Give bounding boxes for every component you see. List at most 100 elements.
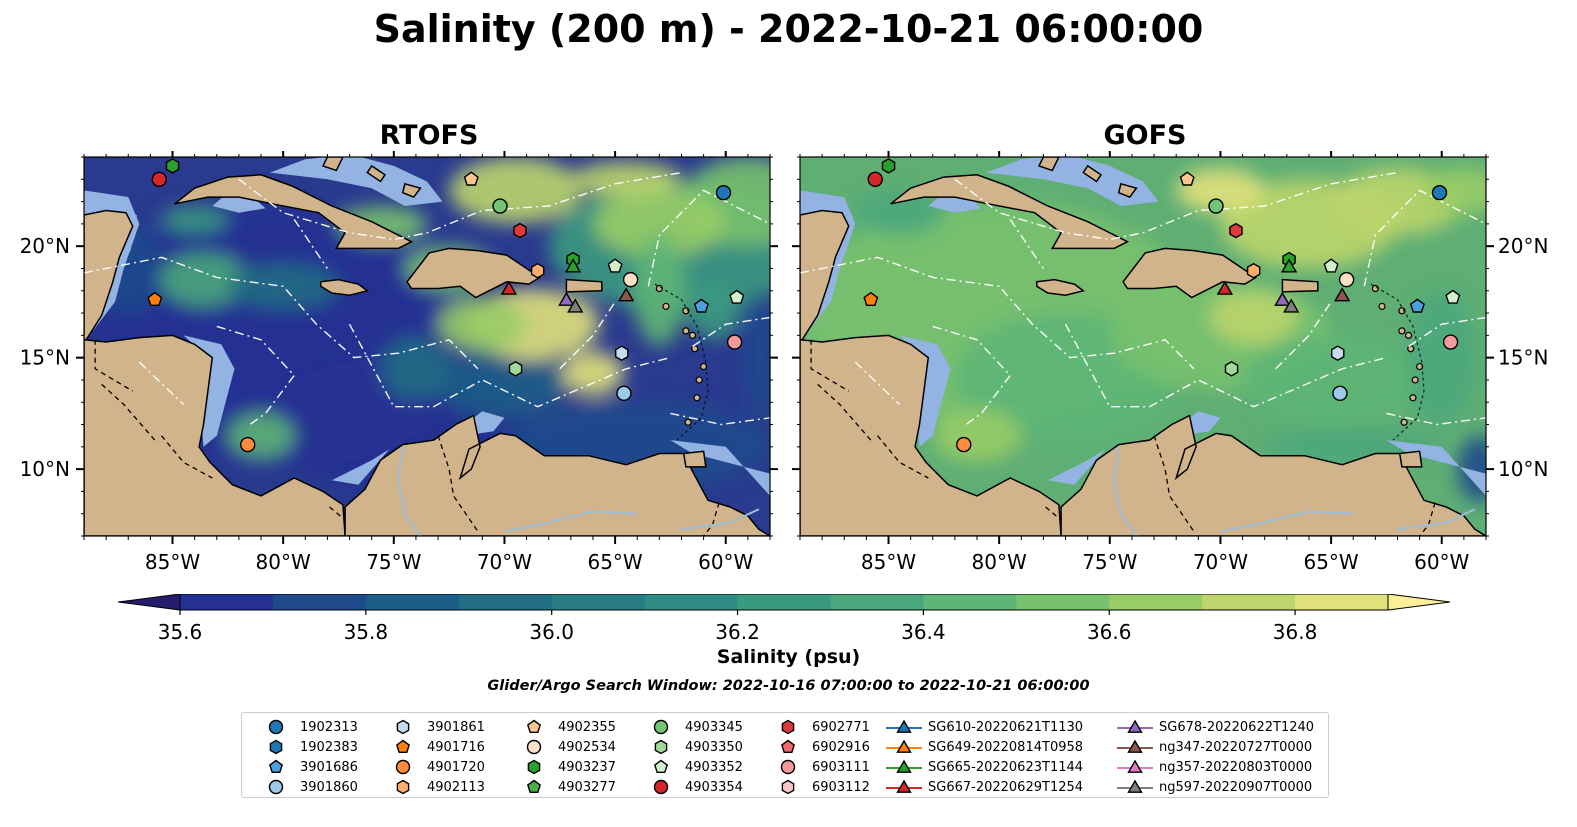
platform-4903354[interactable]: [867, 171, 883, 187]
y-tick-label: 10°N: [20, 457, 70, 481]
platform-4902113[interactable]: [1246, 262, 1261, 279]
shelf-area: [331, 449, 390, 485]
platform-4902355[interactable]: [463, 171, 479, 186]
hexagon-marker-icon: [654, 739, 668, 755]
x-tick-label: 60°W: [698, 550, 753, 574]
platform-4903237[interactable]: [165, 158, 180, 174]
triangle-marker-icon: [886, 759, 922, 773]
hexagon-marker-icon: [781, 719, 795, 735]
platform-4903350[interactable]: [1224, 360, 1239, 377]
platform-4903237[interactable]: [881, 158, 896, 174]
platform-3901686[interactable]: [1409, 298, 1425, 313]
legend-item: SG610-20220621T1130: [884, 717, 1083, 737]
colorbar-segment: [830, 594, 924, 610]
land-bahamas1: [321, 157, 344, 172]
x-tick-label: 60°W: [1414, 550, 1469, 574]
platform-ng347-20220727T0000[interactable]: [617, 287, 635, 302]
y-tick-label: 15°N: [20, 346, 70, 370]
legend-column: 4903345 4903350 4903352 4903354: [641, 717, 743, 797]
platform-4902534[interactable]: [1338, 271, 1355, 288]
country-border: [437, 435, 479, 532]
platform-SG667-20220629T1254[interactable]: [1216, 280, 1234, 295]
platform-ng347-20220727T0000[interactable]: [1333, 287, 1351, 302]
platform-4902113[interactable]: [530, 262, 545, 279]
eez-boundary: [647, 189, 770, 287]
river: [1220, 510, 1354, 533]
pentagon-marker-icon: [653, 759, 669, 774]
platform-4903352[interactable]: [729, 289, 745, 304]
platform-3901861[interactable]: [1330, 345, 1345, 362]
platform-4903352[interactable]: [1323, 258, 1339, 273]
legend-item: 6903112: [768, 777, 870, 797]
land-puertoRico: [565, 278, 603, 293]
platform-4903354[interactable]: [151, 171, 167, 187]
map-figure: 85°W 80°W 75°W 70°W 65°W 60°W 20°N 15°N 10°N 85°…: [20, 151, 1548, 574]
platform-SG665-20220623T1144[interactable]: [1280, 258, 1298, 273]
legend-label: 6903112: [812, 779, 870, 795]
platform-4901720[interactable]: [240, 436, 256, 453]
platform-4903345[interactable]: [1208, 198, 1224, 214]
legend-label: 1902383: [300, 739, 358, 755]
platform-4902355[interactable]: [1179, 171, 1195, 186]
legend-label: SG665-20220623T1144: [928, 759, 1084, 775]
platform-1902313[interactable]: [1431, 184, 1448, 201]
colorbar-frame: [179, 594, 1389, 611]
shelf-area: [269, 157, 443, 206]
platform-3901686[interactable]: [693, 298, 709, 313]
triangle-marker-icon: [1117, 759, 1153, 773]
legend-item: 4903354: [641, 777, 743, 797]
gofs-map-panel: 85°W 80°W 75°W 70°W 65°W 60°W 20°N 15°N 10°N: [792, 151, 1548, 574]
eez-boundary: [800, 256, 1195, 370]
country-border: [817, 383, 872, 441]
country-border: [1153, 435, 1195, 532]
circle-marker-icon: [268, 779, 284, 795]
platform-3901861[interactable]: [615, 345, 629, 362]
land-puertoRico: [1281, 278, 1319, 293]
platform-SG665-20220623T1144[interactable]: [564, 258, 582, 273]
platform-4903352[interactable]: [1445, 289, 1461, 304]
platform-3901860[interactable]: [616, 385, 632, 402]
legend-item: 3901686: [256, 757, 358, 777]
land-jamaica: [1036, 278, 1086, 296]
colorbar-segment: [923, 594, 1017, 610]
platform-4901716[interactable]: [863, 291, 879, 306]
platform-SG667-20220629T1254[interactable]: [500, 280, 518, 295]
legend-item: 4901716: [383, 737, 485, 757]
platform-4901720[interactable]: [956, 436, 972, 453]
hexagon-marker-icon: [396, 719, 410, 735]
platform-4903345[interactable]: [492, 198, 508, 214]
platform-ng597-20220907T0000[interactable]: [1283, 298, 1300, 313]
land-cuba: [174, 174, 414, 250]
platform-6902771[interactable]: [513, 222, 527, 239]
legend-item: 4902113: [383, 777, 485, 797]
legend-item: 4903277: [514, 777, 616, 797]
x-tick-label: 75°W: [1082, 550, 1137, 574]
platform-1902313[interactable]: [715, 184, 732, 201]
x-tick-label: 80°W: [256, 550, 311, 574]
platform-SG678-20220622T1240[interactable]: [558, 291, 575, 306]
platform-4901716[interactable]: [147, 291, 163, 306]
bathymetry-contour: [654, 283, 709, 441]
platform-6903111[interactable]: [726, 334, 743, 350]
eez-boundary: [854, 361, 901, 406]
y-tick-label: 10°N: [1498, 457, 1548, 481]
platform-4903350[interactable]: [508, 360, 523, 377]
land-centralAm: [84, 334, 346, 536]
colorbar-tick-label: 35.6: [157, 620, 203, 644]
triangle-marker-icon: [1117, 779, 1153, 793]
platform-SG678-20220622T1240[interactable]: [1274, 291, 1291, 306]
land-bahamas3: [401, 182, 422, 199]
platform-3901860[interactable]: [1332, 385, 1348, 402]
platform-4903352[interactable]: [607, 258, 623, 273]
triangle-marker-icon: [886, 739, 922, 753]
island: [684, 418, 692, 426]
platform-6903111[interactable]: [1442, 334, 1459, 350]
colorbar-segment: [365, 594, 460, 610]
circle-marker-icon: [395, 759, 411, 775]
country-border: [1045, 506, 1060, 519]
shelf-area: [985, 157, 1159, 206]
platform-ng597-20220907T0000[interactable]: [567, 298, 584, 313]
platform-4902534[interactable]: [622, 271, 639, 288]
platform-6902771[interactable]: [1229, 222, 1243, 239]
hexagon-marker-icon: [269, 739, 283, 755]
